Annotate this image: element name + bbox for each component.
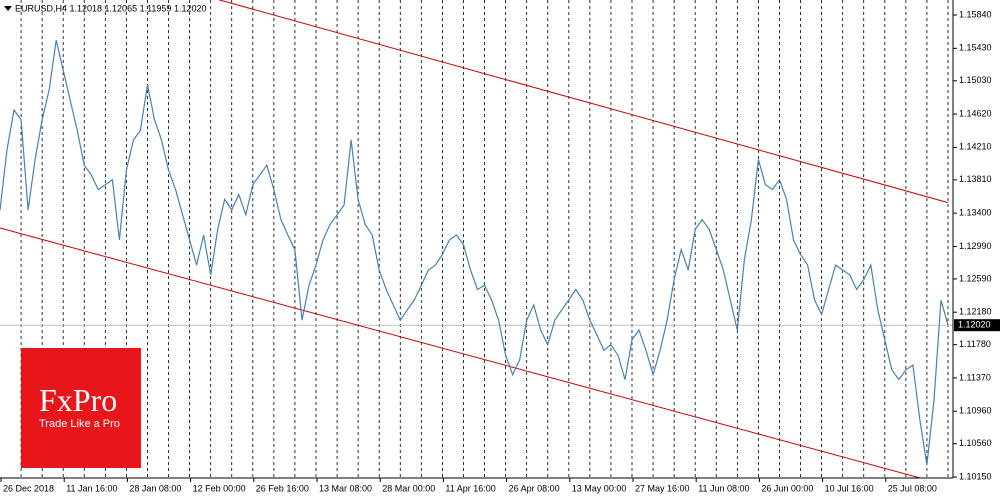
channel-line: [0, 227, 923, 478]
y-tick-label: 1.12180: [959, 307, 992, 317]
y-tick-label: 1.15840: [959, 9, 992, 19]
price-line: [0, 40, 949, 465]
y-tick-label: 1.12590: [959, 273, 992, 283]
y-tick-label: 1.14620: [959, 108, 992, 118]
logo: FxPro Trade Like a Pro: [21, 348, 141, 468]
y-tick-label: 1.14210: [959, 142, 992, 152]
y-tick-label: 1.15030: [959, 75, 992, 85]
y-tick-label: 1.12990: [959, 241, 992, 251]
y-tick-label: 1.10560: [959, 438, 992, 448]
plot: [0, 0, 953, 478]
current-price-box: [954, 319, 1000, 332]
x-tick-label: 13 Mar 08:00: [319, 483, 372, 493]
x-tick-label: 26 Dec 2018: [3, 483, 54, 493]
logo-brand: FxPro: [39, 382, 118, 418]
menu-arrow[interactable]: [4, 6, 12, 11]
x-tick-label: 12 Feb 00:00: [193, 483, 246, 493]
x-tick-label: 11 Apr 16:00: [445, 483, 495, 493]
y-tick-label: 1.13400: [959, 208, 992, 218]
y-tick-label: 1.10150: [959, 471, 992, 481]
y-tick-label: 1.11370: [959, 372, 991, 382]
x-tick-label: 11 Jun 08:00: [698, 483, 749, 493]
y-tick-label: 1.11780: [959, 339, 991, 349]
x-tick-label: 26 Apr 08:00: [509, 483, 560, 493]
y-tick-label: 1.13810: [959, 174, 992, 184]
x-tick-label: 11 Jan 16:00: [66, 483, 117, 493]
x-tick-label: 28 Jan 08:00: [129, 483, 181, 493]
y-tick-label: 1.10960: [959, 406, 992, 416]
chart-title: EURUSD,H4 1.12018 1.12065 1.11959 1.1202…: [15, 3, 206, 13]
x-tick-label: 10 Jul 16:00: [825, 483, 874, 493]
logo-tagline: Trade Like a Pro: [39, 418, 120, 430]
x-tick-label: 13 May 00:00: [572, 483, 627, 493]
x-tick-label: 26 Jun 00:00: [761, 483, 813, 493]
x-tick-label: 28 Mar 00:00: [382, 483, 435, 493]
current-price-label: 1.12020: [958, 320, 991, 330]
grid: [20, 0, 949, 478]
x-tick-label: 27 May 16:00: [635, 483, 690, 493]
y-tick-label: 1.15430: [959, 43, 992, 53]
x-tick-label: 25 Jul 08:00: [888, 483, 937, 493]
channel-line: [217, 0, 949, 204]
x-tick-label: 26 Feb 16:00: [256, 483, 309, 493]
